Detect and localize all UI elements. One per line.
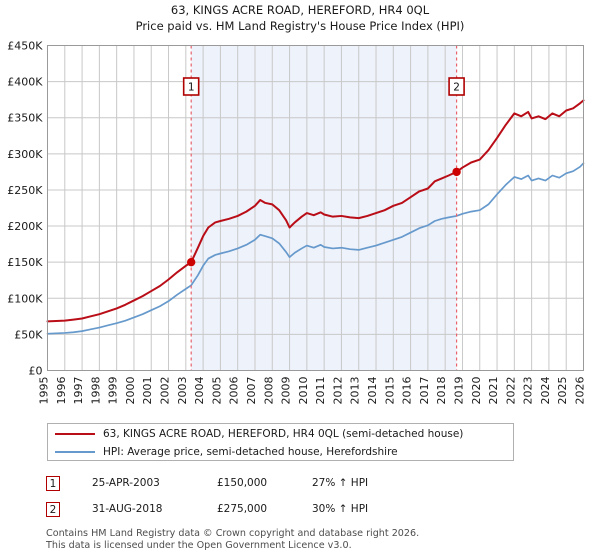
x-axis-tick-label: 2013 xyxy=(349,377,362,405)
transaction-marker-1: 1 xyxy=(46,475,60,491)
transaction-callout-label: 1 xyxy=(188,82,195,94)
x-axis-tick-label: 2019 xyxy=(452,377,465,405)
x-axis-tick-label: 2005 xyxy=(210,377,223,405)
table-row: 1 25-APR-2003 £150,000 27% ↑ HPI xyxy=(46,470,516,496)
legend-item-property: 63, KINGS ACRE ROAD, HEREFORD, HR4 0QL (… xyxy=(55,425,513,443)
x-axis-tick-label: 2010 xyxy=(297,377,310,405)
transaction-callout-box xyxy=(448,77,465,96)
x-axis-tick-label: 1996 xyxy=(55,377,68,405)
legend-label-property: 63, KINGS ACRE ROAD, HEREFORD, HR4 0QL (… xyxy=(103,428,464,440)
y-axis-tick-label: £400K xyxy=(7,76,43,89)
x-axis-tick-label: 2017 xyxy=(418,377,431,405)
x-axis-tick-label: 2011 xyxy=(314,377,327,405)
x-axis-tick-label: 2000 xyxy=(124,377,137,405)
x-axis-tick-label: 2024 xyxy=(539,377,552,405)
x-axis-tick-label: 1998 xyxy=(89,377,102,405)
transaction-hpi-delta-1: 27% ↑ HPI xyxy=(312,477,369,489)
transaction-date-1: 25-APR-2003 xyxy=(92,477,160,489)
x-axis-tick-label: 1997 xyxy=(72,377,85,405)
x-axis-tick-label: 2022 xyxy=(504,377,517,405)
x-axis-tick-label: 2016 xyxy=(401,377,414,405)
transaction-callout-box xyxy=(182,77,200,96)
y-axis-tick-label: £250K xyxy=(7,184,43,197)
legend-label-hpi: HPI: Average price, semi-detached house,… xyxy=(103,446,398,458)
y-axis-tick-label: £350K xyxy=(7,112,43,125)
footer-licence-line: This data is licensed under the Open Gov… xyxy=(46,539,352,551)
x-axis-tick-label: 2012 xyxy=(331,377,344,405)
y-axis-tick-label: £200K xyxy=(7,220,43,233)
table-row: 2 31-AUG-2018 £275,000 30% ↑ HPI xyxy=(46,496,516,522)
legend-line-swatch-red xyxy=(55,433,95,435)
series-line-hpi-average xyxy=(46,162,585,335)
attribution-footer: Contains HM Land Registry data © Crown c… xyxy=(46,528,586,551)
chart-legend: 63, KINGS ACRE ROAD, HEREFORD, HR4 0QL (… xyxy=(47,423,514,461)
x-axis-tick-label: 2007 xyxy=(245,377,258,405)
transaction-point-marker xyxy=(452,167,461,177)
x-axis-tick-label: 2020 xyxy=(470,377,483,405)
x-axis-tick-label: 2008 xyxy=(262,377,275,405)
transaction-price-1: £150,000 xyxy=(217,477,268,489)
legend-line-swatch-blue xyxy=(55,451,95,453)
x-axis-tick-label: 2002 xyxy=(159,377,172,405)
chart-svg: £0 £50K £100K £150K £200K £250K £300K £350K £400… xyxy=(7,40,587,405)
x-axis-tick-label: 2023 xyxy=(522,377,535,405)
y-axis-tick-label: £450K xyxy=(7,40,43,53)
transaction-date-2: 31-AUG-2018 xyxy=(92,503,163,515)
x-axis-tick-label: 2026 xyxy=(574,377,587,405)
plot-border xyxy=(47,45,584,371)
legend-item-hpi: HPI: Average price, semi-detached house,… xyxy=(55,443,513,461)
transaction-marker-2: 2 xyxy=(46,501,60,517)
x-axis-tick-label: 2009 xyxy=(280,377,293,405)
transaction-callout-label: 2 xyxy=(453,82,460,94)
x-axis-tick-label: 2001 xyxy=(141,377,154,405)
y-axis-tick-label: £150K xyxy=(7,256,43,269)
chart-plot-area: £0 £50K £100K £150K £200K £250K £300K £350K £400… xyxy=(7,40,587,405)
x-axis-tick-label: 2015 xyxy=(383,377,396,405)
chart-titles: 63, KINGS ACRE ROAD, HEREFORD, HR4 0QL P… xyxy=(0,2,600,34)
x-axis-tick-label: 2021 xyxy=(487,377,500,405)
x-axis-tick-label: 2025 xyxy=(556,377,569,405)
y-axis-tick-label: £300K xyxy=(7,148,43,161)
transaction-hpi-delta-2: 30% ↑ HPI xyxy=(312,503,369,515)
page-title: 63, KINGS ACRE ROAD, HEREFORD, HR4 0QL xyxy=(170,3,430,17)
footer-copyright-line: Contains HM Land Registry data © Crown c… xyxy=(46,528,420,539)
page-subtitle: Price paid vs. HM Land Registry's House … xyxy=(135,19,465,33)
x-axis-tick-label: 2014 xyxy=(366,377,379,405)
series-line-property-price xyxy=(46,99,585,323)
x-axis-tick-label: 2004 xyxy=(193,377,206,405)
y-axis-tick-label: £100K xyxy=(7,292,43,305)
x-axis-tick-label: 2003 xyxy=(176,377,189,405)
x-axis-tick-label: 1995 xyxy=(38,377,51,405)
x-axis-tick-label: 1999 xyxy=(107,377,120,405)
x-axis-tick-label: 2018 xyxy=(435,377,448,405)
y-axis-tick-label: £50K xyxy=(14,328,43,341)
transaction-point-marker xyxy=(186,257,196,267)
x-axis-tick-label: 2006 xyxy=(228,377,241,405)
transaction-price-2: £275,000 xyxy=(217,503,268,515)
y-axis-tick-label: £0 xyxy=(29,365,43,378)
transactions-table: 1 25-APR-2003 £150,000 27% ↑ HPI 2 31-AU… xyxy=(46,470,516,522)
